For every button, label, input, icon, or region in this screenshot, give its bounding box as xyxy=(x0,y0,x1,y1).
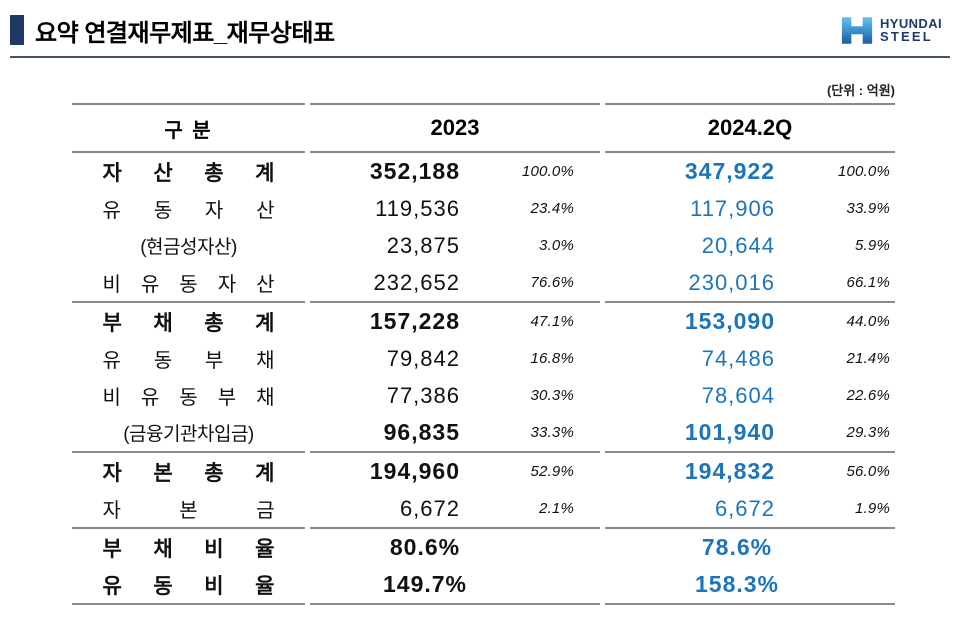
table-row: (현금성자산) 23,875 3.0% 20,644 5.9% xyxy=(72,227,895,264)
pct-2024: 29.3% xyxy=(846,424,890,441)
value-2024: 158.3% xyxy=(694,571,779,597)
pct-2023: 2.1% xyxy=(539,500,574,517)
pct-2023: 3.0% xyxy=(539,237,574,254)
value-2023: 119,536 xyxy=(375,195,460,221)
row-label: 유 동 비 율 xyxy=(102,574,275,598)
pct-2024: 66.1% xyxy=(846,274,890,291)
pct-2023: 33.3% xyxy=(530,424,574,441)
table-row: 자 본 금 6,672 2.1% 6,672 1.9% xyxy=(72,490,895,527)
column-header-gubun: 구 분 xyxy=(164,119,213,142)
table-row: 비 유 동 부 채 77,386 30.3% 78,604 22.6% xyxy=(72,377,895,414)
value-2023: 149.7% xyxy=(382,571,467,597)
table-divider xyxy=(72,151,895,153)
row-label: 부 채 비 율 xyxy=(102,537,275,561)
column-header-2024-2q: 2024.2Q xyxy=(707,115,793,140)
hyundai-h-icon xyxy=(841,16,873,44)
pct-2023: 52.9% xyxy=(530,463,574,480)
row-label: 비 유 동 부 채 xyxy=(102,387,275,409)
pct-2023: 23.4% xyxy=(530,200,574,217)
pct-2023: 30.3% xyxy=(530,387,574,404)
value-2024: 78.6% xyxy=(701,534,773,560)
row-label: 자 산 총 계 xyxy=(102,161,275,185)
page-title: 요약 연결재무제표_재무상태표 xyxy=(35,19,335,47)
row-label: 자 본 총 계 xyxy=(102,461,275,485)
pct-2023: 76.6% xyxy=(530,274,574,291)
row-label: (금융기관차입금) xyxy=(123,424,254,445)
value-2023: 232,652 xyxy=(373,269,460,295)
row-label: 비 유 동 자 산 xyxy=(102,274,275,296)
title-bar: 요약 연결재무제표_재무상태표 HYUNDAI STEEL xyxy=(0,0,960,47)
value-2024: 20,644 xyxy=(701,232,775,258)
value-2023: 79,842 xyxy=(386,345,460,371)
logo-text-line2: STEEL xyxy=(879,29,933,44)
logo-text: HYUNDAI STEEL xyxy=(879,15,942,44)
value-2024: 117,906 xyxy=(690,195,775,221)
column-header-2023: 2023 xyxy=(430,115,480,140)
table-row: 유 동 부 채 79,842 16.8% 74,486 21.4% xyxy=(72,340,895,377)
table-row: (금융기관차입금) 96,835 33.3% 101,940 29.3% xyxy=(72,414,895,451)
unit-note: (단위 : 억원) xyxy=(826,83,895,98)
table-divider xyxy=(72,301,895,303)
row-label: (현금성자산) xyxy=(140,237,237,258)
table-row: 자 산 총 계 352,188 100.0% 347,922 100.0% xyxy=(72,153,895,190)
value-2024: 230,016 xyxy=(688,269,775,295)
value-2023: 194,960 xyxy=(369,458,460,484)
table-row: 부 채 총 계 157,228 47.1% 153,090 44.0% xyxy=(72,303,895,340)
title-accent-bar xyxy=(10,15,24,45)
table-divider xyxy=(72,527,895,529)
pct-2023: 100.0% xyxy=(521,163,574,180)
row-label: 부 채 총 계 xyxy=(102,311,275,335)
pct-2024: 44.0% xyxy=(846,313,890,330)
pct-2024: 22.6% xyxy=(846,387,890,404)
value-2024: 194,832 xyxy=(684,458,775,484)
financial-table: 구 분 2023 2024.2Q 자 산 총 계 352,188 100.0% … xyxy=(72,103,895,605)
pct-2024: 100.0% xyxy=(837,163,890,180)
table-row: 비 유 동 자 산 232,652 76.6% 230,016 66.1% xyxy=(72,264,895,301)
value-2023: 6,672 xyxy=(399,495,460,521)
pct-2024: 33.9% xyxy=(846,200,890,217)
value-2024: 74,486 xyxy=(701,345,775,371)
pct-2024: 1.9% xyxy=(855,500,890,517)
hyundai-steel-logo: HYUNDAI STEEL xyxy=(840,15,946,46)
value-2023: 157,228 xyxy=(369,308,460,334)
value-2024: 347,922 xyxy=(684,158,775,184)
table-row: 유 동 자 산 119,536 23.4% 117,906 33.9% xyxy=(72,190,895,227)
table-header-row: 구 분 2023 2024.2Q xyxy=(72,105,895,151)
table-divider xyxy=(72,451,895,453)
row-label: 자 본 금 xyxy=(102,500,275,522)
row-label: 유 동 자 산 xyxy=(102,200,275,222)
value-2024: 6,672 xyxy=(714,495,775,521)
value-2024: 78,604 xyxy=(701,382,775,408)
pct-2024: 5.9% xyxy=(855,237,890,254)
table-row: 자 본 총 계 194,960 52.9% 194,832 56.0% xyxy=(72,453,895,490)
pct-2024: 56.0% xyxy=(846,463,890,480)
value-2023: 23,875 xyxy=(386,232,460,258)
row-label: 유 동 부 채 xyxy=(102,350,275,372)
value-2024: 153,090 xyxy=(684,308,775,334)
value-2023: 352,188 xyxy=(369,158,460,184)
table-divider xyxy=(72,603,895,605)
table-body: 자 산 총 계 352,188 100.0% 347,922 100.0% 유 … xyxy=(72,153,895,605)
value-2024: 101,940 xyxy=(684,419,775,445)
table-row: 부 채 비 율 80.6% 78.6% xyxy=(72,529,895,566)
logo-text-line1: HYUNDAI xyxy=(879,15,942,31)
value-2023: 77,386 xyxy=(386,382,460,408)
value-2023: 80.6% xyxy=(389,534,461,560)
value-2023: 96,835 xyxy=(383,419,460,445)
pct-2023: 16.8% xyxy=(530,350,574,367)
table-divider xyxy=(72,103,895,105)
title-rule xyxy=(10,56,950,58)
pct-2023: 47.1% xyxy=(530,313,574,330)
pct-2024: 21.4% xyxy=(846,350,890,367)
table-row: 유 동 비 율 149.7% 158.3% xyxy=(72,566,895,603)
